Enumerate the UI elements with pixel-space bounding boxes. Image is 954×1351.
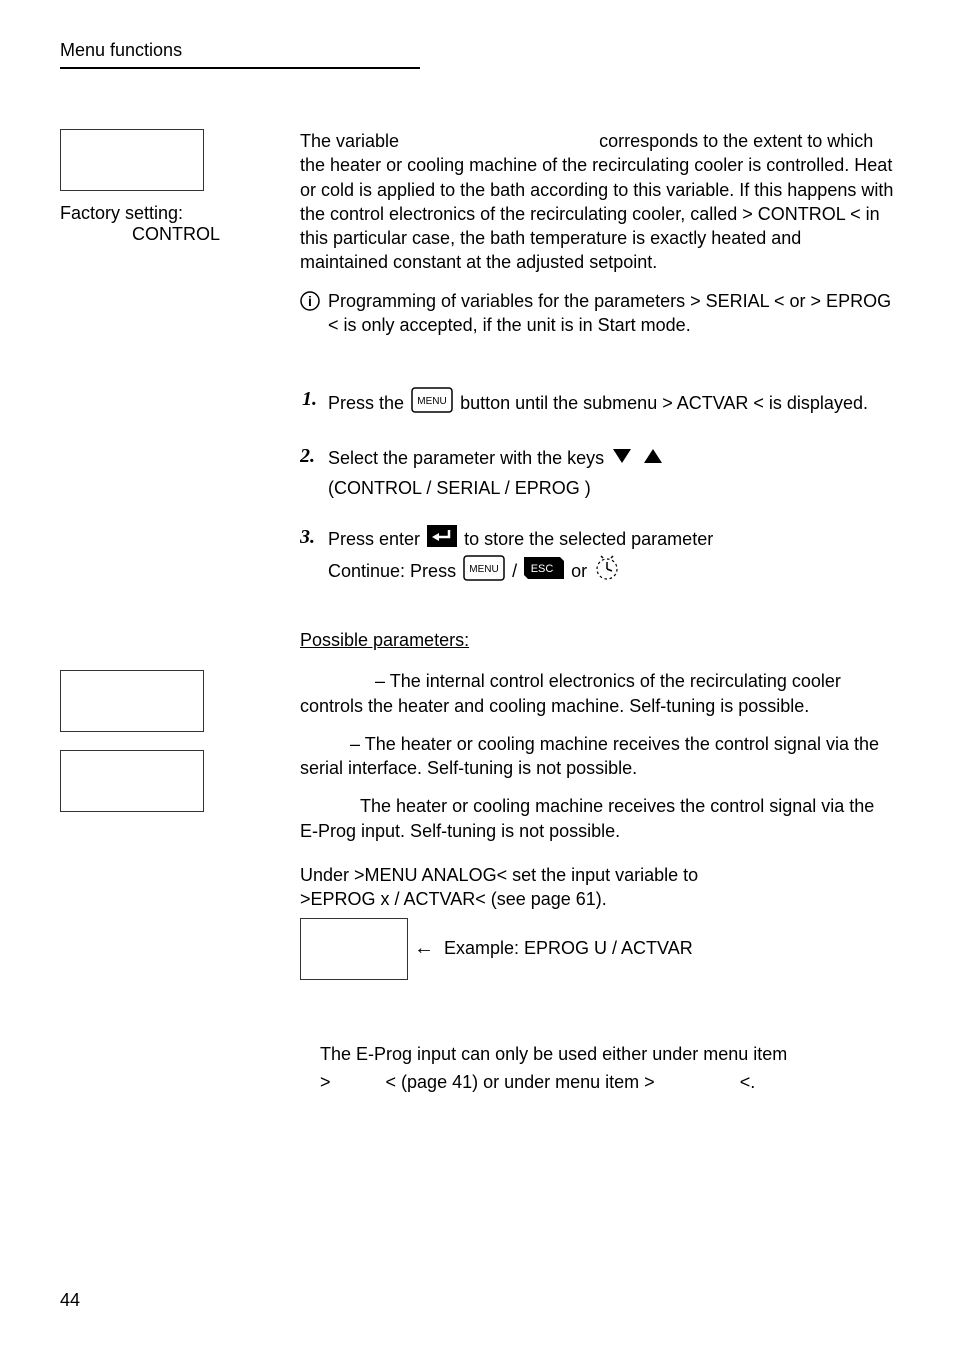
placeholder-box-3 (60, 750, 204, 812)
step-1: 1. Press the MENU button until the subme… (300, 387, 894, 422)
step-3-text-b: to store the selected parameter (464, 529, 713, 549)
placeholder-box-2 (60, 670, 204, 732)
possible-p3: The heater or cooling machine receives t… (300, 794, 894, 843)
menu-button-icon-2: MENU (463, 555, 505, 590)
esc-button-icon: ESC (524, 557, 564, 588)
page-number: 44 (60, 1290, 80, 1311)
placeholder-box (60, 129, 204, 191)
possible-p1: – The internal control electronics of th… (300, 669, 894, 718)
eprog-note: Under >MENU ANALOG< set the input variab… (300, 863, 894, 980)
step-2: 2. Select the parameter with the keys (C… (300, 444, 894, 502)
arrow-left-icon: ← (414, 937, 434, 960)
possible-heading: Possible parameters: (300, 630, 894, 651)
step-number-3: 3. (300, 525, 328, 549)
left-column: Factory setting: CONTROL (60, 129, 280, 590)
eprog-line2: >EPROG x / ACTVAR< (see page 61). (300, 887, 894, 911)
right-column-2: Possible parameters: – The internal cont… (280, 630, 894, 1097)
note-2c: <. (740, 1072, 756, 1092)
step-3: 3. Press enter to store the selected par… (300, 525, 894, 591)
example-row: ← Example: EPROG U / ACTVAR (300, 918, 894, 980)
step-2-text-a: Select the parameter with the keys (328, 448, 609, 468)
eprog-line1: Under >MENU ANALOG< set the input variab… (300, 863, 894, 887)
possible-p2: – The heater or cooling machine receives… (300, 732, 894, 781)
note-line2: > < (page 41) or under menu item > <. (320, 1068, 894, 1097)
header: Menu functions (0, 0, 954, 69)
step-3-body: Press enter to store the selected parame… (328, 525, 894, 591)
step-1-text-a: Press the (328, 394, 409, 414)
right-column: The variable corresponds to the extent t… (280, 129, 894, 590)
step-2-body: Select the parameter with the keys (CONT… (328, 444, 894, 502)
info-note: i Programming of variables for the param… (300, 289, 894, 338)
step-number-1: 1. (300, 387, 328, 411)
svg-text:3.: 3. (300, 526, 315, 548)
intro-paragraph: The variable corresponds to the extent t… (300, 129, 894, 275)
main-content: Factory setting: CONTROL The variable co… (0, 69, 954, 590)
svg-text:2.: 2. (300, 445, 315, 467)
info-icon: i (300, 291, 322, 316)
step-3-text-d: / (512, 562, 522, 582)
factory-setting-value: CONTROL (60, 224, 220, 245)
svg-text:MENU: MENU (469, 564, 498, 575)
example-text: Example: EPROG U / ACTVAR (444, 938, 693, 959)
clock-icon (594, 555, 620, 590)
note-block: The E-Prog input can only be used either… (300, 1040, 894, 1098)
svg-text:ESC: ESC (531, 563, 554, 575)
step-3-text-a: Press enter (328, 529, 425, 549)
step-3-text-c: Continue: Press (328, 562, 461, 582)
svg-text:1.: 1. (302, 388, 317, 410)
note-2a: > (320, 1072, 331, 1092)
svg-text:i: i (308, 293, 312, 309)
page-title: Menu functions (60, 40, 420, 69)
example-placeholder-box (300, 918, 408, 980)
info-text: Programming of variables for the paramet… (322, 289, 894, 338)
left-column-2 (60, 630, 280, 1097)
down-triangle-icon (611, 445, 633, 474)
up-triangle-icon (642, 445, 664, 474)
note-line1: The E-Prog input can only be used either… (320, 1040, 894, 1069)
note-2b: < (page 41) or under menu item > (386, 1072, 655, 1092)
step-number-2: 2. (300, 444, 328, 468)
menu-button-icon: MENU (411, 387, 453, 422)
step-3-text-e: or (571, 562, 592, 582)
step-1-body: Press the MENU button until the submenu … (328, 387, 894, 422)
factory-setting-label: Factory setting: (60, 203, 280, 224)
enter-icon (427, 525, 457, 556)
step-1-text-b: button until the submenu > ACTVAR < is d… (460, 394, 868, 414)
step-2-text-b: (CONTROL / SERIAL / EPROG ) (328, 478, 591, 498)
possible-parameters-section: Possible parameters: – The internal cont… (0, 590, 954, 1097)
svg-text:MENU: MENU (417, 396, 446, 407)
